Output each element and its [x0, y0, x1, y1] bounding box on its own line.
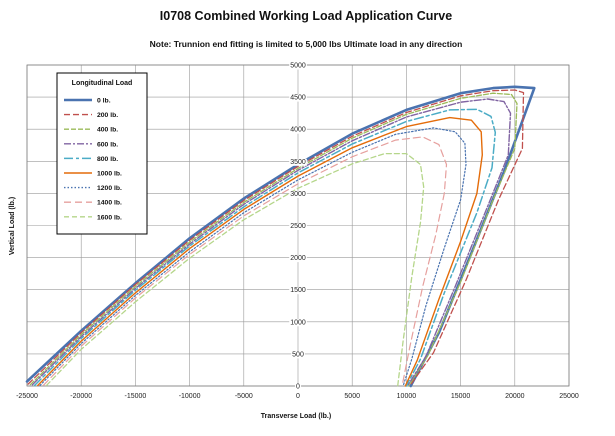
series-line	[29, 92, 518, 387]
y-axis-label: Vertical Load (lb.)	[9, 197, 16, 255]
y-tick-label: 1000	[290, 319, 306, 326]
x-tick-label: -20000	[70, 393, 92, 400]
legend-label: 600 lb.	[97, 141, 118, 148]
x-tick-label: -10000	[179, 393, 201, 400]
y-tick-label-bg	[291, 351, 305, 359]
x-tick-label: -25000	[16, 393, 38, 400]
y-tick-label-bg	[289, 158, 307, 166]
series-line	[27, 89, 525, 387]
y-tick-label: 5000	[290, 63, 306, 70]
y-tick-label-bg	[289, 62, 307, 70]
y-tick-label: 3000	[290, 191, 306, 198]
y-tick-label-bg	[289, 126, 307, 134]
x-axis-label: Transverse Load (lb.)	[261, 413, 331, 420]
y-tick-label: 4500	[290, 95, 306, 102]
y-tick-label: 500	[292, 351, 304, 358]
series-line	[25, 85, 536, 388]
x-tick-label: 10000	[397, 393, 417, 400]
y-tick-label-bg	[289, 319, 307, 327]
legend-label: 1600 lb.	[97, 214, 122, 221]
x-axis: -25000 -20000 -15000 -10000 -5000 0 5000 10000 1…	[16, 393, 579, 400]
y-tick-label: 3500	[290, 159, 306, 166]
chart-subtitle: Note: Trunnion end fitting is limited to…	[150, 39, 463, 49]
x-tick-label: 25000	[559, 393, 579, 400]
chart-title: I0708 Combined Working Load Application …	[160, 9, 452, 23]
legend-label: 1200 lb.	[97, 185, 122, 192]
y-tick-label: 4000	[290, 127, 306, 134]
x-tick-label: 20000	[505, 393, 525, 400]
legend: Longitudinal Load 0 lb. 200 lb. 400 lb. 600…	[56, 72, 148, 235]
y-tick-label-bg	[295, 383, 302, 391]
y-tick-label-bg	[289, 94, 307, 102]
x-tick-label: 15000	[451, 393, 471, 400]
legend-label: 1400 lb.	[97, 200, 122, 207]
legend-label: 800 lb.	[97, 156, 118, 163]
legend-label: 200 lb.	[97, 112, 118, 119]
legend-title: Longitudinal Load	[72, 80, 133, 87]
x-tick-label: 5000	[344, 393, 360, 400]
x-tick-label: -15000	[125, 393, 147, 400]
series-line	[37, 116, 483, 387]
series-layer	[25, 85, 536, 388]
legend-items: 0 lb. 200 lb. 400 lb. 600 lb. 800 lb. 1000 lb…	[64, 98, 122, 221]
series-line	[42, 136, 448, 387]
y-tick-label: 2500	[290, 223, 306, 230]
x-tick-label: 0	[296, 393, 300, 400]
series-line	[31, 98, 512, 387]
legend-label: 0 lb.	[97, 98, 111, 105]
legend-label: 1000 lb.	[97, 171, 122, 178]
y-tick-label: 0	[296, 384, 300, 391]
y-tick-label: 1500	[290, 287, 306, 294]
series-line	[33, 108, 497, 387]
y-axis: 0 500 1000 1500 2000 2500 3000 3500 4000 4500 5000	[289, 62, 307, 391]
y-tick-label-bg	[289, 255, 307, 263]
x-tick-label: -5000	[235, 393, 253, 400]
series-line	[39, 127, 467, 387]
y-tick-label-bg	[289, 223, 307, 230]
y-tick-label: 2000	[290, 255, 306, 262]
legend-label: 400 lb.	[97, 127, 118, 134]
series-line	[45, 152, 425, 387]
y-tick-label-bg	[289, 287, 307, 295]
y-tick-label-bg	[289, 190, 307, 198]
